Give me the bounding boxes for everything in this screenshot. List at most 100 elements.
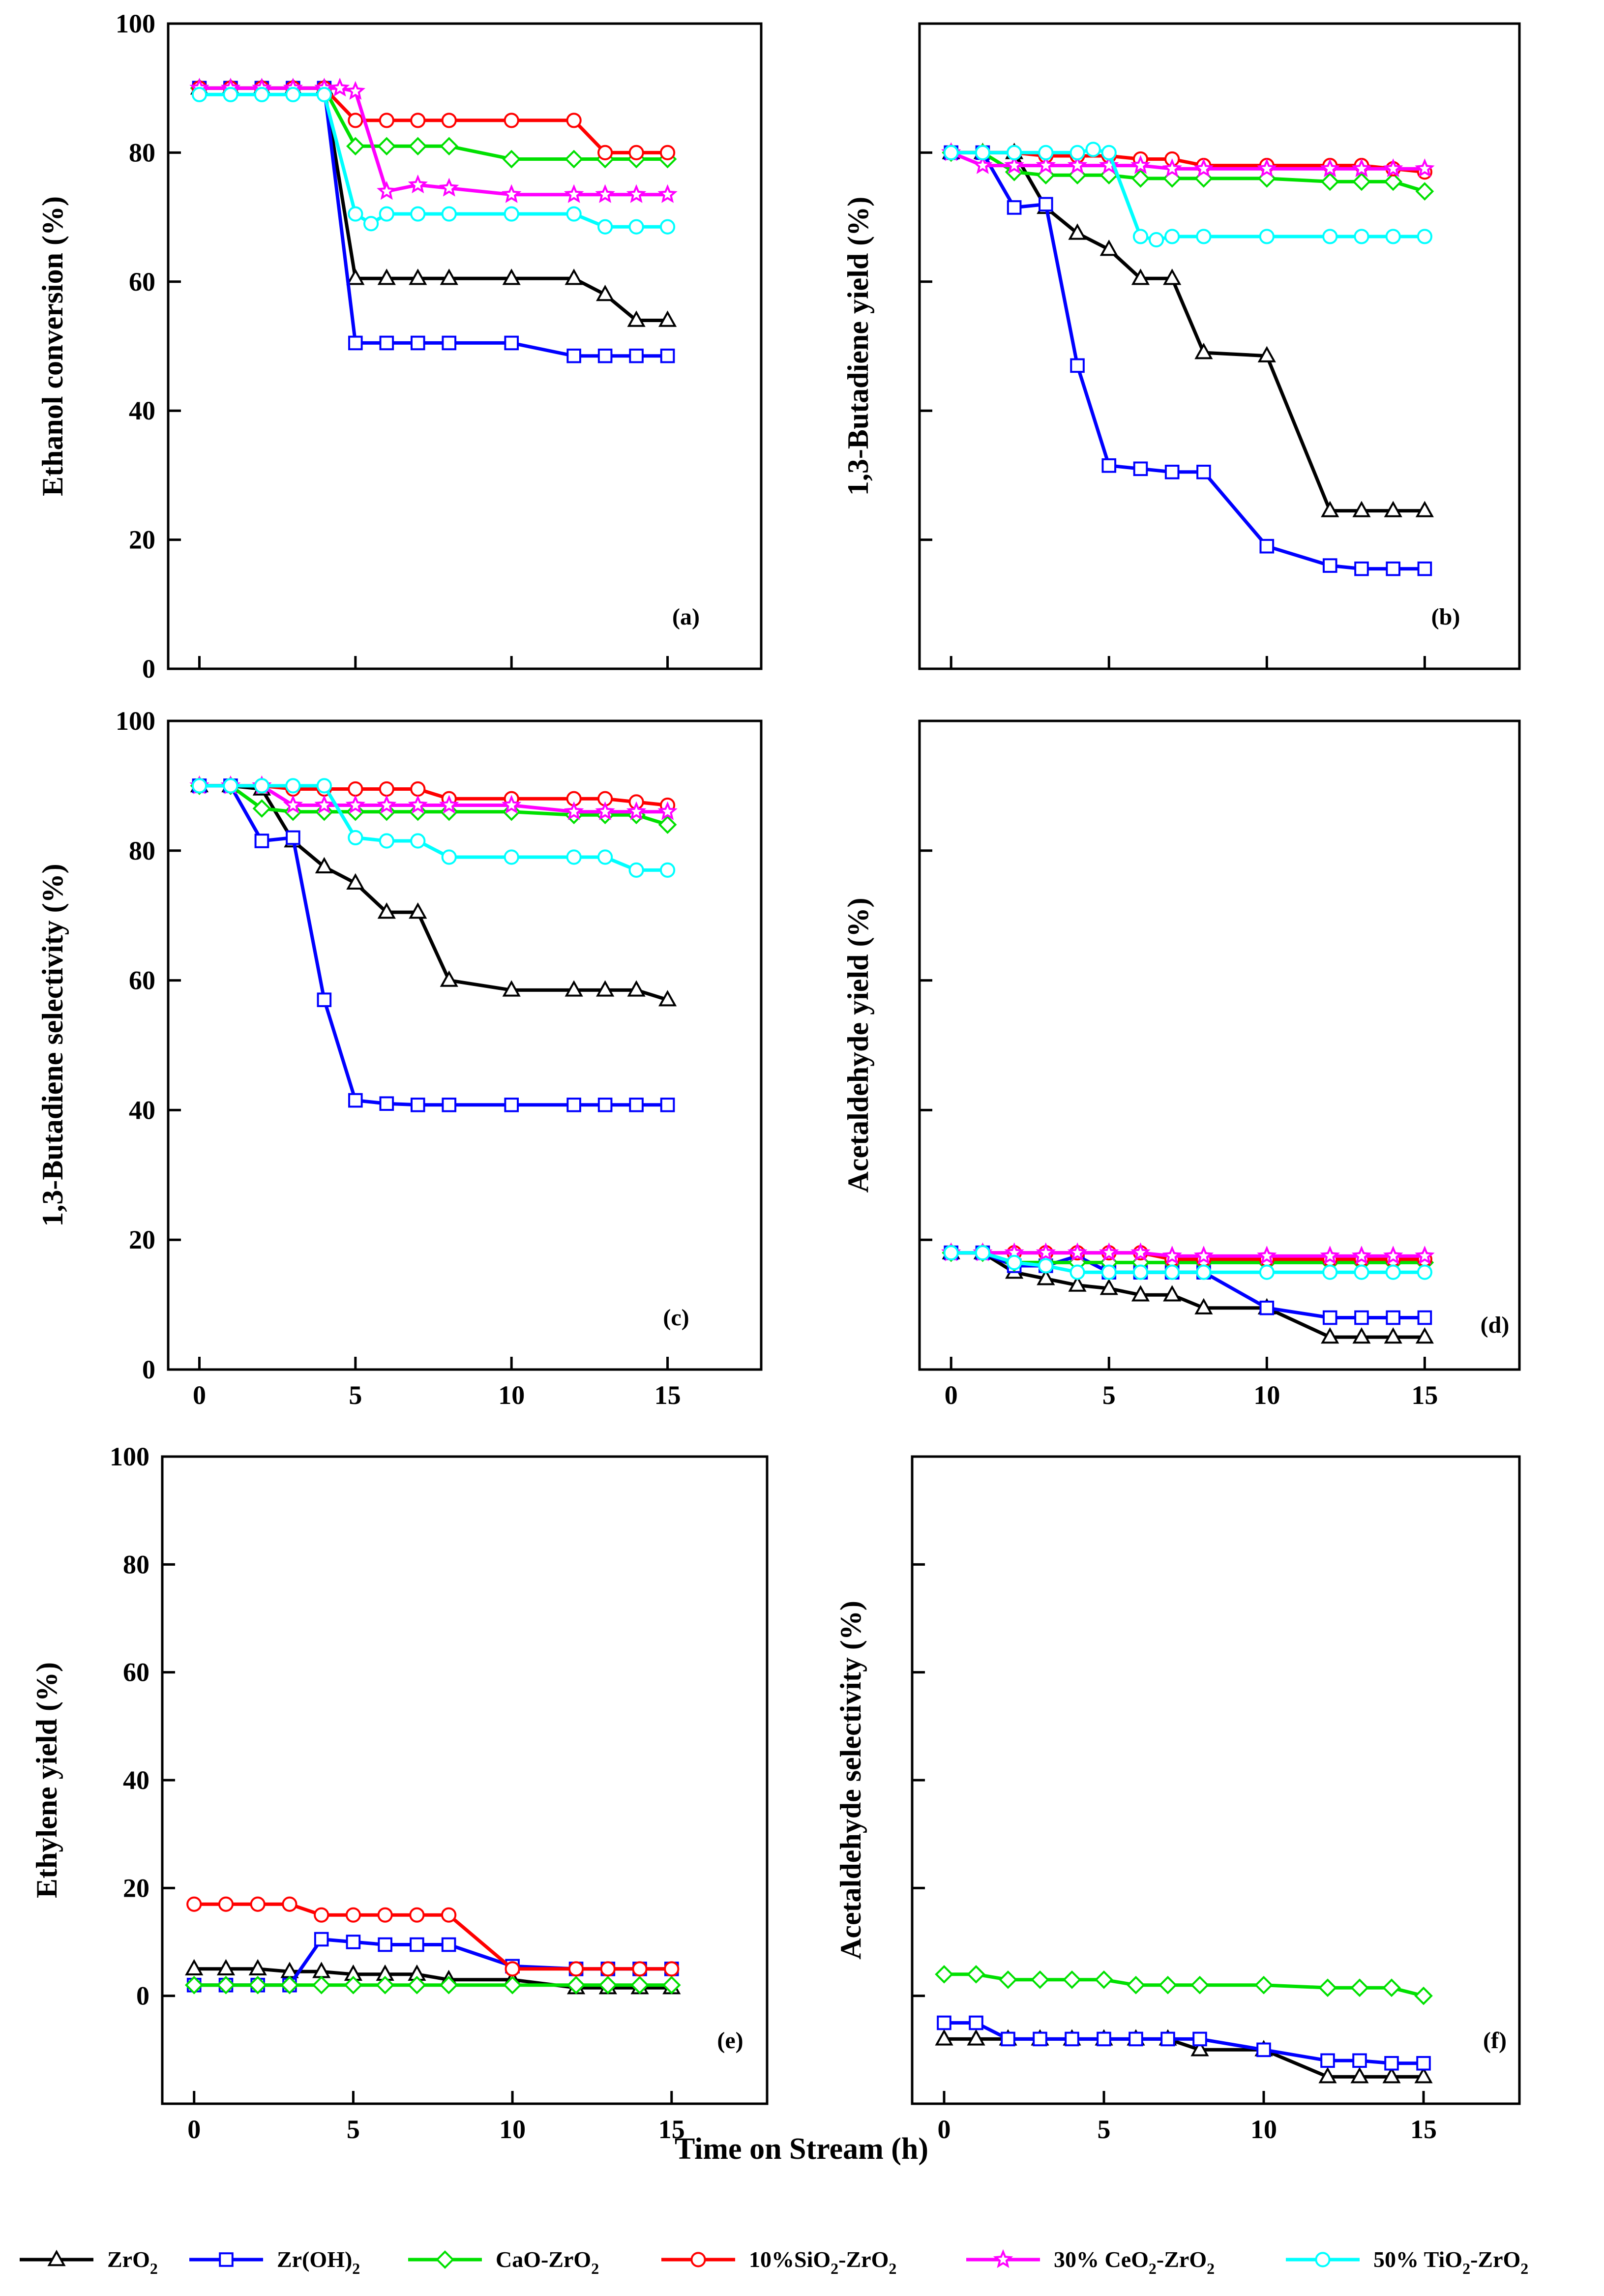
data-point [967,1965,985,1984]
data-point [1414,1986,1433,2005]
data-point [1257,1245,1277,1265]
data-point [504,1098,519,1112]
data-point [1257,346,1276,362]
x-tick-label: 10 [498,1380,525,1410]
data-point [566,348,581,363]
legend-marker [690,2252,706,2267]
legend-entry: ZrO2 [20,2247,158,2277]
data-point [564,149,583,169]
data-point [659,219,676,235]
panel-d: 0 5 10 15 Acetaldehyde yield (%) (d) [842,719,1521,1410]
x-tick-label: 0 [187,2115,201,2144]
data-point [659,145,676,160]
data-point [1318,1978,1337,1998]
data-point [348,206,363,222]
data-point [658,310,677,327]
data-point [1386,1310,1400,1325]
data-point [314,1932,329,1947]
data-point [377,180,397,200]
data-point [348,335,363,351]
data-point [1417,1264,1432,1280]
data-point [597,219,613,235]
plot-frame [167,719,763,1371]
data-point [1164,465,1180,479]
data-point [377,1907,393,1923]
data-point [1131,169,1150,188]
data-point [410,206,426,222]
data-point [1322,1264,1338,1280]
data-point [286,830,300,845]
panel-f: 0 5 10 15 Acetaldehyde selectivity (%) (f) [834,1455,1521,2144]
data-point [439,795,459,814]
data-point [377,795,397,814]
data-point [564,980,583,997]
data-point [1067,1242,1088,1261]
data-point [441,849,457,865]
data-point [1063,1970,1081,1989]
data-point [1163,1285,1182,1302]
y-tick-label: 20 [129,525,155,555]
data-point [1257,158,1277,178]
data-point [564,184,584,203]
data-point [1415,182,1434,201]
data-point [312,1975,331,1995]
data-point [441,206,457,222]
data-point [1320,158,1340,178]
data-point [505,1961,520,1977]
data-point [346,873,365,890]
data-point [1163,268,1182,285]
data-point [1085,142,1101,157]
data-point [348,781,363,797]
data-point [379,1096,394,1111]
data-point [1131,268,1150,285]
y-tick-label: 60 [129,966,155,995]
x-tick-label: 0 [193,1380,206,1410]
data-point [597,849,613,865]
data-point [1033,2031,1047,2047]
data-point [1038,145,1054,160]
series-zr-oh-2 [192,778,675,1112]
data-point [314,795,334,814]
data-point [282,1896,297,1912]
data-point [409,268,427,285]
y-tick-label: 40 [129,396,155,425]
data-point [223,778,238,794]
data-point [410,1937,424,1952]
data-point [316,87,332,102]
y-tick-label: 0 [142,654,155,684]
data-point [595,184,615,203]
legend-marker [1315,2252,1331,2267]
data-point [410,1098,425,1112]
data-point [440,137,459,156]
data-point [566,849,582,865]
data-point [1259,1300,1275,1315]
data-point [1194,1298,1213,1314]
data-point [191,778,208,794]
data-point [1101,1264,1117,1280]
x-tick-label: 10 [499,2115,526,2144]
legend-label: ZrO2 [107,2247,158,2277]
data-point [280,1975,299,1995]
legend-label: CaO-ZrO2 [496,2247,599,2277]
y-axis-title: 1,3-Butadiene yield (%) [842,197,874,496]
series-zr-oh-2 [937,2015,1431,2071]
panel-e: 0 20 40 60 80 100 0 5 10 15 Ethylene yield (%) (e) [30,1442,769,2144]
data-point [1322,1310,1337,1325]
data-point [1383,158,1403,178]
y-axis-title: Acetaldehyde yield (%) [842,898,874,1193]
data-point [973,155,993,174]
data-point [1321,501,1339,517]
data-point [1254,1975,1273,1995]
data-point [502,184,522,203]
data-point [1097,2031,1111,2047]
panel-label: (c) [663,1305,689,1331]
data-point [216,1959,236,1976]
data-point [440,268,458,285]
data-point [1351,1245,1372,1265]
data-point [1148,232,1164,248]
data-point [1415,1245,1435,1265]
data-point [1164,1264,1180,1280]
data-point [317,992,332,1007]
y-axis-title: Acetaldehyde selectivity (%) [834,1601,867,1960]
